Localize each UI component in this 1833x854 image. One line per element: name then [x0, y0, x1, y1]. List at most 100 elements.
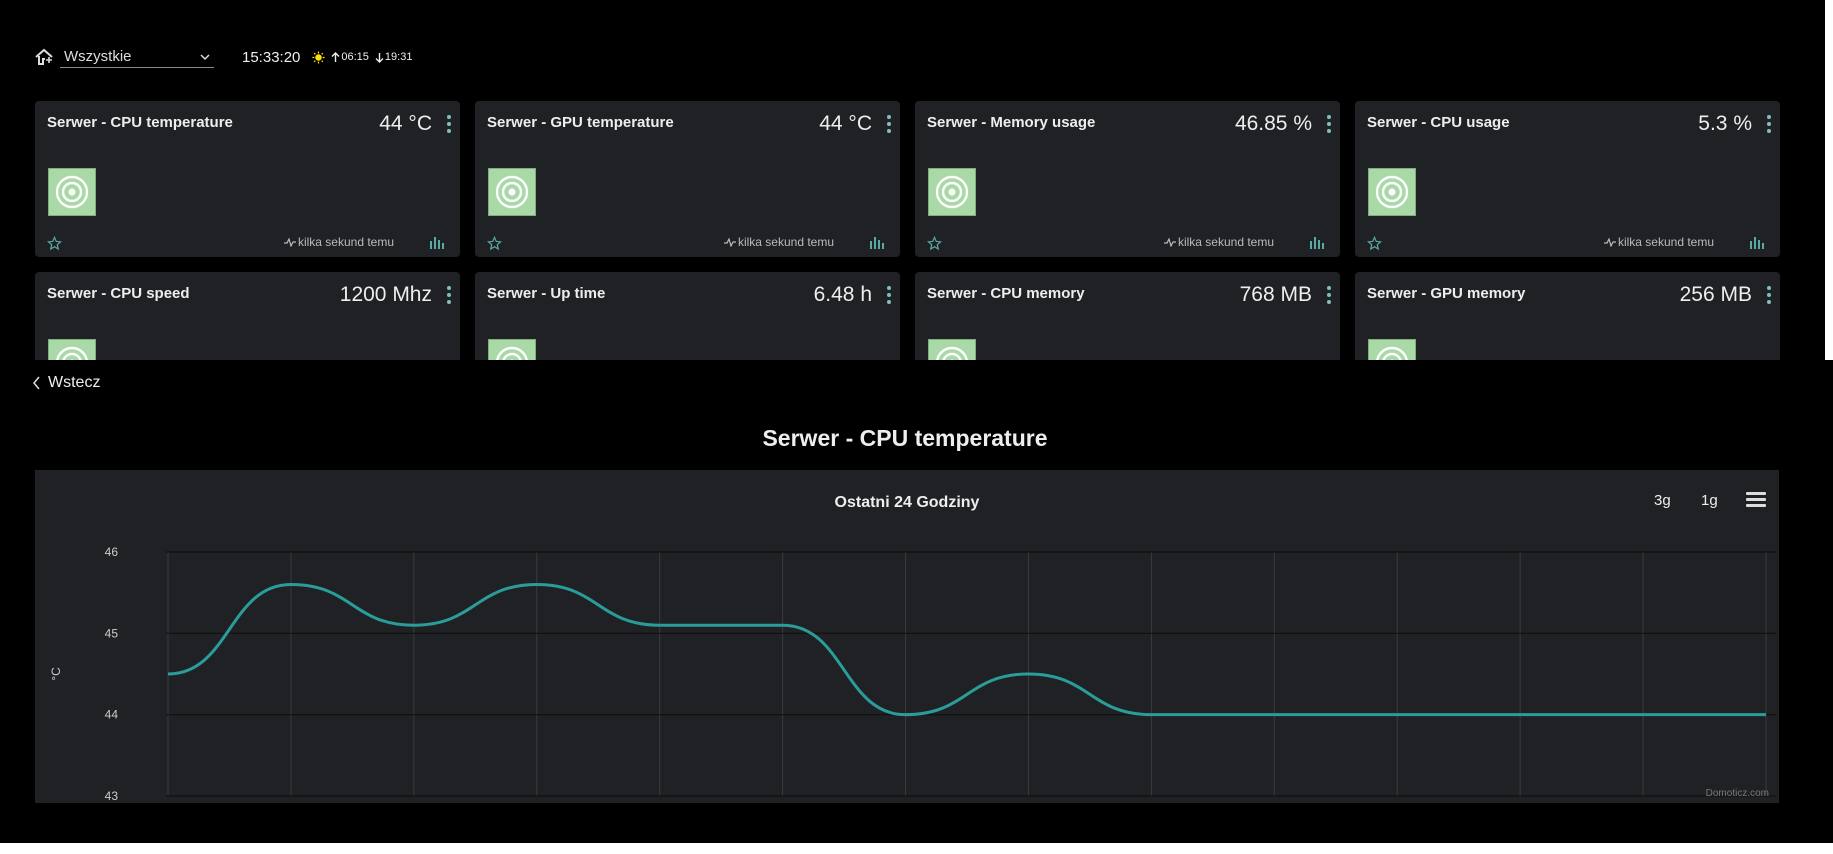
arrow-up-icon — [331, 51, 340, 62]
tile-value: 46.85 % — [1234, 112, 1312, 135]
device-tile[interactable]: Serwer - Up time 6.48 h — [475, 272, 900, 360]
star-icon[interactable] — [1367, 236, 1382, 251]
sunrise: 06:15 — [331, 51, 369, 63]
tile-title: Serwer - Memory usage — [927, 114, 1096, 131]
top-bar: Wszystkie 15:33:20 06:15 19:31 — [34, 44, 412, 70]
back-label: Wstecz — [48, 374, 101, 391]
star-icon[interactable] — [47, 236, 62, 251]
x-tick-label: 15:10 — [1259, 802, 1289, 803]
tile-menu-button[interactable] — [886, 286, 892, 306]
room-select[interactable]: Wszystkie — [60, 46, 214, 68]
graph-title: Serwer - CPU temperature — [762, 425, 1048, 451]
last-update-text: kilka sekund temu — [1177, 235, 1274, 249]
tile-menu-button[interactable] — [1326, 115, 1332, 135]
log-chart-icon[interactable] — [870, 236, 884, 249]
x-tick-label: 14:45 — [645, 802, 675, 803]
device-tile[interactable]: Serwer - CPU memory 768 MB — [915, 272, 1340, 360]
last-update: kilka sekund temu — [723, 235, 834, 249]
clock: 15:33:20 — [242, 48, 301, 66]
x-tick-label: 15:05 — [1136, 802, 1166, 803]
x-tick-label: 15:15 — [1382, 802, 1412, 803]
sunrise-time: 06:15 — [341, 51, 369, 63]
last-update-text: kilka sekund temu — [297, 235, 394, 249]
credits[interactable]: Domoticz.com — [1705, 788, 1769, 799]
x-tick-label: 14:35 — [399, 802, 429, 803]
tile-title: Serwer - CPU usage — [1367, 114, 1510, 131]
dashboard-panel: Wszystkie 15:33:20 06:15 19:31 Serwer - … — [0, 0, 1825, 360]
y-tick-label: 46 — [105, 545, 119, 559]
tile-value: 44 °C — [379, 112, 432, 135]
sensor-icon — [488, 168, 536, 216]
y-tick-label: 43 — [105, 789, 119, 803]
range-1g-button[interactable]: 1g — [1701, 492, 1718, 509]
arrow-down-icon — [375, 52, 384, 63]
tile-value: 44 °C — [819, 112, 872, 135]
back-link[interactable]: Wstecz — [32, 374, 100, 392]
device-tile[interactable]: Serwer - CPU temperature 44 °C kilka sek… — [35, 101, 460, 257]
star-icon[interactable] — [487, 236, 502, 251]
sensor-icon — [928, 168, 976, 216]
sunset-time: 19:31 — [384, 51, 413, 63]
device-tile[interactable]: Serwer - GPU temperature 44 °C kilka sek… — [475, 101, 900, 257]
chart-menu-icon[interactable] — [1746, 492, 1766, 508]
device-tile[interactable]: Serwer - Memory usage 46.85 % kilka seku… — [915, 101, 1340, 257]
tile-value: 256 MB — [1679, 283, 1752, 306]
sensor-icon — [48, 339, 96, 360]
graph-panel: Wstecz Serwer - CPU temperature 43 44 45 46… — [0, 360, 1833, 843]
star-icon[interactable] — [927, 236, 942, 251]
last-update: kilka sekund temu — [283, 235, 394, 249]
series-line — [167, 583, 1766, 717]
sensor-icon — [1368, 339, 1416, 360]
tile-menu-button[interactable] — [886, 115, 892, 135]
device-tile[interactable]: Serwer - GPU memory 256 MB — [1355, 272, 1780, 360]
chart-title: Ostatni 24 Godziny — [834, 494, 980, 511]
x-tick-label: 15:00 — [1013, 802, 1043, 803]
log-chart-icon[interactable] — [1310, 236, 1324, 249]
temperature-chart: 43 44 45 46 14:25 14:30 14:35 14:40 14:45 14:50 14… — [35, 470, 1779, 803]
tile-menu-button[interactable] — [1326, 286, 1332, 306]
tile-value: 6.48 h — [813, 283, 872, 306]
room-select-value: Wszystkie — [64, 48, 132, 65]
x-tick-label: 14:55 — [891, 802, 921, 803]
tile-value: 1200 Mhz — [339, 283, 432, 306]
last-update: kilka sekund temu — [1163, 235, 1274, 249]
x-tick-label: 14:25 — [153, 802, 183, 803]
tile-menu-button[interactable] — [446, 286, 452, 306]
device-tile[interactable]: Serwer - CPU usage 5.3 % kilka sekund te… — [1355, 101, 1780, 257]
x-tick-label: 14:30 — [276, 802, 306, 803]
tile-title: Serwer - GPU memory — [1367, 285, 1526, 302]
log-chart-icon[interactable] — [1750, 236, 1764, 249]
tile-menu-button[interactable] — [1766, 115, 1772, 135]
pulse-icon — [283, 237, 296, 247]
home-icon[interactable] — [34, 47, 54, 67]
y-tick-label: 44 — [105, 708, 119, 722]
sensor-icon — [1368, 168, 1416, 216]
pulse-icon — [1163, 237, 1176, 247]
tile-title: Serwer - Up time — [487, 285, 606, 302]
x-tick-label: 15:25 — [1628, 802, 1658, 803]
tile-menu-button[interactable] — [446, 115, 452, 135]
sunset: 19:31 — [375, 51, 413, 63]
chevron-down-icon — [200, 53, 210, 60]
sensor-icon — [928, 339, 976, 360]
x-tick-label: 14:40 — [522, 802, 552, 803]
last-update-text: kilka sekund temu — [1617, 235, 1714, 249]
log-chart-icon[interactable] — [430, 236, 444, 249]
tile-title: Serwer - CPU speed — [47, 285, 190, 302]
last-update: kilka sekund temu — [1603, 235, 1714, 249]
pulse-icon — [1603, 237, 1616, 247]
device-tile[interactable]: Serwer - CPU speed 1200 Mhz — [35, 272, 460, 360]
range-3g-button[interactable]: 3g — [1654, 492, 1671, 509]
tile-value: 768 MB — [1239, 283, 1312, 306]
y-tick-label: 45 — [105, 626, 119, 640]
sensor-icon — [48, 168, 96, 216]
x-tick-label: 15:20 — [1505, 802, 1535, 803]
x-tick-label: 15:30 — [1751, 802, 1779, 803]
y-axis-label: °C — [49, 667, 63, 681]
tile-menu-button[interactable] — [1766, 286, 1772, 306]
x-tick-label: 14:50 — [768, 802, 798, 803]
tile-title: Serwer - CPU memory — [927, 285, 1085, 302]
sun-icon — [312, 50, 325, 64]
chart-svg: 43 44 45 46 14:25 14:30 14:35 14:40 14:45 14:50 14… — [49, 545, 1779, 803]
tile-title: Serwer - CPU temperature — [47, 114, 233, 131]
